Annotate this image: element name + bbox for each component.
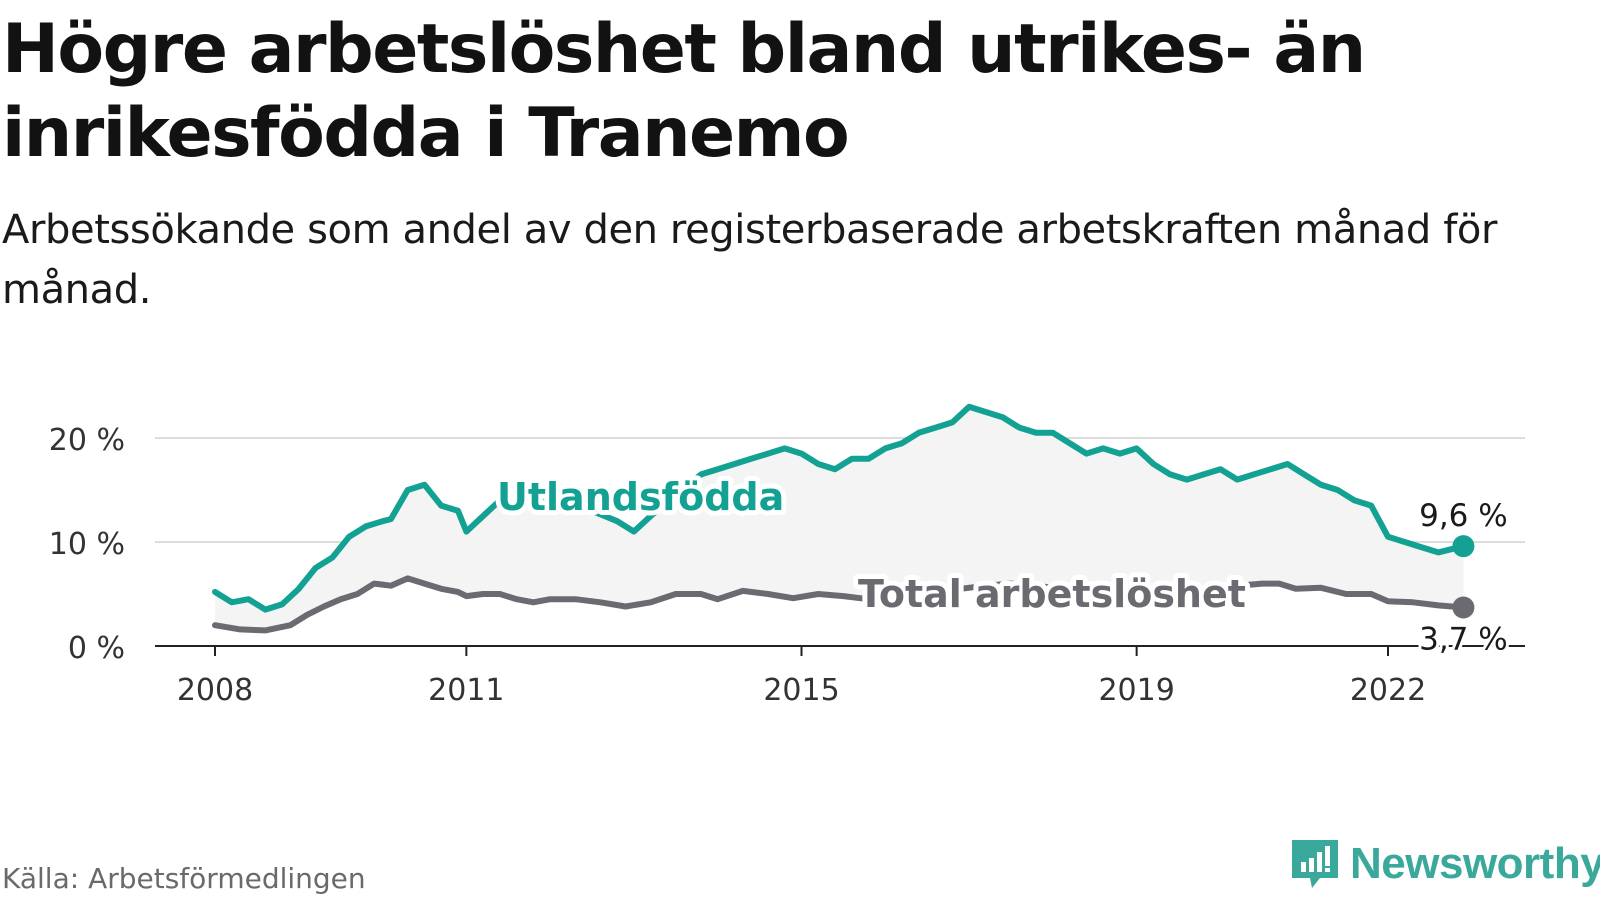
y-tick-label: 20 %: [49, 423, 125, 458]
brand-name: Newsworthy: [1350, 839, 1600, 888]
x-tick-label: 2022: [1350, 673, 1426, 708]
total-line: [212, 575, 1467, 634]
x-tick-label: 2019: [1098, 673, 1174, 708]
total-end-label: 3,7 %: [1419, 622, 1508, 658]
chart-subtitle: Arbetssökande som andel av den registerb…: [2, 207, 1497, 313]
series-layer: [212, 403, 1475, 634]
y-tick-label: 10 %: [49, 527, 125, 562]
y-tick-label: 0 %: [68, 631, 125, 666]
chart-title: Högre arbetslöshet bland utrikes- än inr…: [2, 10, 1366, 173]
source-note: Källa: Arbetsförmedlingen: [2, 862, 366, 895]
x-tick-label: 2015: [763, 673, 839, 708]
axis-layer: 0 % 10 % 20 % 2008 2011 2015 2019 2022: [49, 423, 1525, 708]
x-tick-label: 2008: [177, 673, 253, 708]
brand-logo[interactable]: Newsworthy: [1290, 838, 1600, 890]
foreign-series-label: Utlandsfödda: [497, 475, 784, 519]
x-tick-label: 2011: [428, 673, 504, 708]
foreign-end-label: 9,6 %: [1419, 498, 1508, 534]
foreign-end-marker: [1452, 535, 1475, 558]
foreign-line: [212, 403, 1467, 613]
label-layer: 9,6 % 3,7 % Utlandsfödda Total arbetslöshet: [492, 470, 1511, 661]
total-series-label: Total arbetslöshet: [858, 572, 1246, 616]
newsworthy-logo-icon: [1292, 840, 1338, 888]
total-end-marker: [1452, 596, 1475, 619]
